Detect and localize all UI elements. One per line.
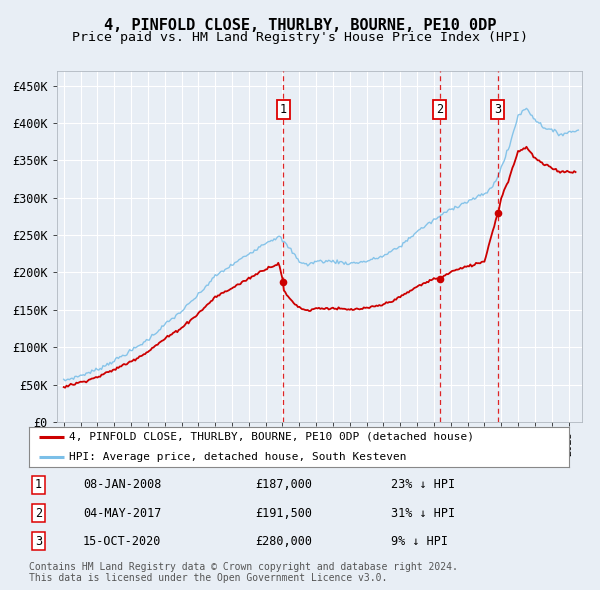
- Text: 3: 3: [494, 103, 501, 116]
- Text: 1: 1: [280, 103, 287, 116]
- Text: 1: 1: [35, 478, 42, 491]
- Text: Price paid vs. HM Land Registry's House Price Index (HPI): Price paid vs. HM Land Registry's House …: [72, 31, 528, 44]
- Text: 4, PINFOLD CLOSE, THURLBY, BOURNE, PE10 0DP: 4, PINFOLD CLOSE, THURLBY, BOURNE, PE10 …: [104, 18, 496, 32]
- Text: £191,500: £191,500: [256, 507, 313, 520]
- Text: 31% ↓ HPI: 31% ↓ HPI: [391, 507, 455, 520]
- Text: 04-MAY-2017: 04-MAY-2017: [83, 507, 161, 520]
- Text: 2: 2: [436, 103, 443, 116]
- Text: £280,000: £280,000: [256, 535, 313, 548]
- Text: £187,000: £187,000: [256, 478, 313, 491]
- Text: 4, PINFOLD CLOSE, THURLBY, BOURNE, PE10 0DP (detached house): 4, PINFOLD CLOSE, THURLBY, BOURNE, PE10 …: [70, 432, 475, 442]
- Text: 9% ↓ HPI: 9% ↓ HPI: [391, 535, 448, 548]
- Text: 23% ↓ HPI: 23% ↓ HPI: [391, 478, 455, 491]
- Text: 15-OCT-2020: 15-OCT-2020: [83, 535, 161, 548]
- Text: HPI: Average price, detached house, South Kesteven: HPI: Average price, detached house, Sout…: [70, 452, 407, 462]
- Text: 3: 3: [35, 535, 42, 548]
- Text: 08-JAN-2008: 08-JAN-2008: [83, 478, 161, 491]
- Text: Contains HM Land Registry data © Crown copyright and database right 2024.
This d: Contains HM Land Registry data © Crown c…: [29, 562, 458, 584]
- Text: 2: 2: [35, 507, 42, 520]
